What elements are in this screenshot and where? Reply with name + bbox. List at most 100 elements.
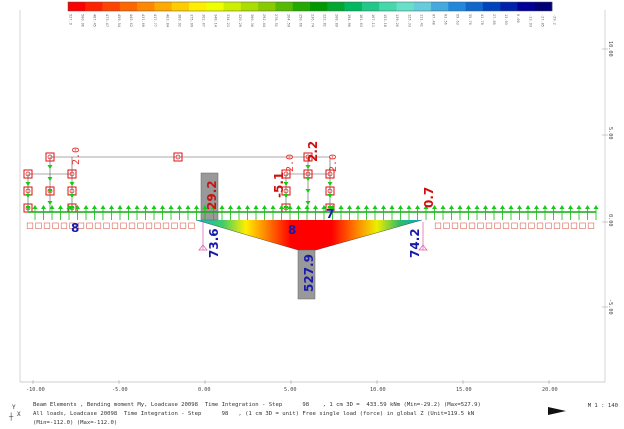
column-arrow-head bbox=[306, 177, 311, 181]
column-arrow-head bbox=[306, 189, 311, 193]
column-arrow-head bbox=[48, 177, 53, 181]
moment-label-max: 527.9 bbox=[302, 254, 316, 292]
legend-label: 431.69 bbox=[141, 14, 145, 27]
support-box bbox=[495, 223, 501, 229]
legend-label: 278.51 bbox=[274, 14, 278, 27]
support-box bbox=[580, 223, 586, 229]
load-arrow-head bbox=[254, 205, 259, 209]
legend-swatch bbox=[154, 2, 172, 11]
support-box bbox=[121, 223, 127, 229]
legend-swatch bbox=[68, 2, 86, 11]
legend-swatch bbox=[172, 2, 190, 11]
column-arrow-head bbox=[48, 201, 53, 205]
legend-label: 375.99 bbox=[190, 14, 194, 27]
load-label-d: 2.2 bbox=[306, 141, 320, 162]
blue-label-a: 8 bbox=[71, 221, 79, 235]
load-arrow-head bbox=[58, 205, 63, 209]
legend-swatch bbox=[362, 2, 380, 11]
bending-moment-area bbox=[196, 220, 422, 250]
load-label-c: 2.0 bbox=[328, 154, 339, 172]
x-tick-label: -5.00 bbox=[112, 387, 128, 393]
support-box bbox=[546, 223, 552, 229]
load-arrow-head bbox=[458, 205, 463, 209]
x-tick-label: -10.00 bbox=[26, 387, 45, 393]
support-box bbox=[435, 223, 441, 229]
load-arrow-head bbox=[543, 205, 548, 209]
load-arrow-head bbox=[262, 205, 267, 209]
load-label-f: -5.1 bbox=[272, 172, 286, 198]
legend-label: -29.2 bbox=[553, 14, 557, 25]
support-box bbox=[146, 223, 152, 229]
legend-label: 55.70 bbox=[468, 14, 472, 25]
column-arrow-head bbox=[26, 182, 31, 186]
legend-label: 320.29 bbox=[238, 14, 242, 27]
legend-label: -13.93 bbox=[528, 14, 532, 27]
legend-label: 264.59 bbox=[286, 14, 290, 27]
moment-label-negative: 29.2 bbox=[205, 180, 219, 210]
legend-label: 389.92 bbox=[177, 14, 181, 27]
legend-swatch bbox=[206, 2, 224, 11]
legend-swatch bbox=[241, 2, 259, 11]
legend-label: 27.85 bbox=[492, 14, 496, 25]
support-box bbox=[512, 223, 518, 229]
legend-swatch bbox=[431, 2, 449, 11]
column-arrow-head bbox=[306, 165, 311, 169]
load-arrow-head bbox=[92, 205, 97, 209]
load-arrow-head bbox=[492, 205, 497, 209]
legend-label: 194.96 bbox=[347, 14, 351, 27]
load-arrow-head bbox=[33, 205, 38, 209]
support-box bbox=[503, 223, 509, 229]
legend-swatch bbox=[189, 2, 207, 11]
load-arrow-head bbox=[313, 205, 318, 209]
support-box bbox=[61, 223, 67, 229]
y-axis-ticks: 10.005.000.00-5.00 bbox=[602, 41, 613, 315]
legend-label: 362.07 bbox=[202, 14, 206, 27]
support-box bbox=[563, 223, 569, 229]
legend-label: 487.45 bbox=[93, 14, 97, 27]
column-arrow-head bbox=[48, 165, 53, 169]
legend-label: -27.85 bbox=[540, 14, 544, 27]
x-tick-label: 10.00 bbox=[370, 387, 386, 393]
legend-label: 250.66 bbox=[298, 14, 302, 27]
support-box bbox=[112, 223, 118, 229]
load-arrow-head bbox=[101, 205, 106, 209]
load-arrow-head bbox=[305, 205, 310, 209]
legend-swatch bbox=[310, 2, 328, 11]
support-box bbox=[172, 223, 178, 229]
footer-line-2: All loads, Loadcase 20098 Time Integrati… bbox=[33, 411, 474, 417]
legend-swatch bbox=[293, 2, 311, 11]
load-arrow-head bbox=[475, 205, 480, 209]
load-arrow-head bbox=[220, 205, 225, 209]
load-arrow-head bbox=[577, 205, 582, 209]
legend-label: 83.56 bbox=[444, 14, 448, 25]
legend-label: 445.62 bbox=[129, 14, 133, 27]
load-arrow-head bbox=[152, 205, 157, 209]
column-arrow-head bbox=[70, 194, 75, 198]
load-arrow-head bbox=[415, 205, 420, 209]
support-box bbox=[469, 223, 475, 229]
legend-label: 459.54 bbox=[117, 14, 121, 27]
load-label-a: 2.0 bbox=[71, 147, 82, 165]
support-box bbox=[478, 223, 484, 229]
legend-label: 292.44 bbox=[262, 14, 266, 27]
load-arrow-head bbox=[126, 205, 131, 209]
load-arrow-head bbox=[483, 205, 488, 209]
load-arrow-head bbox=[169, 205, 174, 209]
load-arrow-head bbox=[84, 205, 89, 209]
support-box bbox=[461, 223, 467, 229]
load-arrow-head bbox=[194, 205, 199, 209]
load-arrow-head bbox=[347, 205, 352, 209]
legend-swatch bbox=[535, 2, 553, 11]
legend-swatch bbox=[137, 2, 155, 11]
legend-label: 306.36 bbox=[250, 14, 254, 27]
legend-swatch bbox=[500, 2, 518, 11]
legend-label: 13.93 bbox=[504, 14, 508, 25]
legend-label: 69.63 bbox=[456, 14, 460, 25]
load-label-b: 2.0 bbox=[285, 154, 296, 172]
load-arrow-head bbox=[560, 205, 565, 209]
color-legend bbox=[68, 2, 552, 11]
legend-label: 125.33 bbox=[407, 14, 411, 27]
y-tick-label: 10.00 bbox=[607, 41, 613, 57]
x-tick-label: 0.00 bbox=[198, 387, 211, 393]
